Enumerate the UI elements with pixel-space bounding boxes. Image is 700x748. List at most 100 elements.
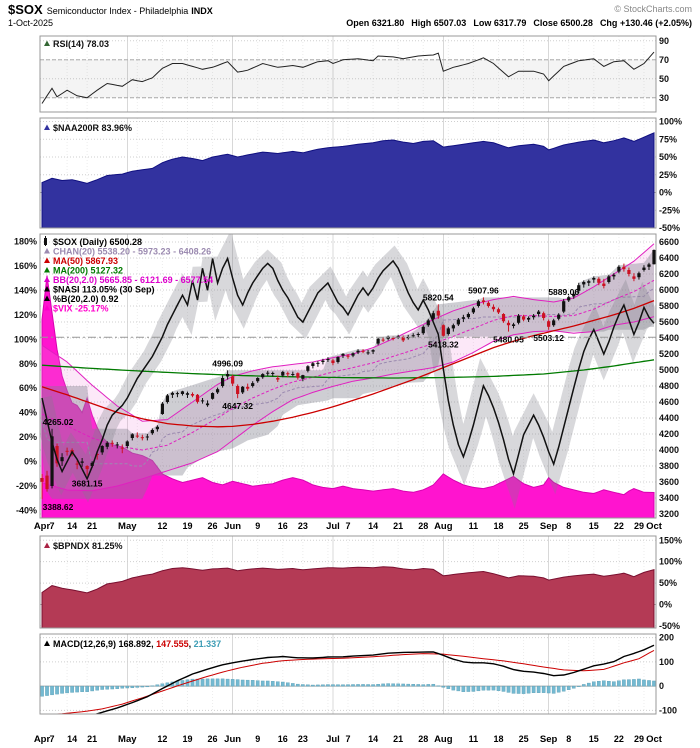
price-ytick: 6000	[659, 285, 679, 295]
price-ytick: 3400	[659, 493, 679, 503]
macd-legend: MACD(12,26,9) 168.892, 147.555, 21.337	[44, 639, 221, 649]
x-tick-label: 22	[614, 521, 624, 531]
macd-ytick: 100	[659, 657, 674, 667]
x-tick-label: 7	[50, 734, 55, 744]
rsi-border	[39, 35, 657, 113]
bpndx-ytick: 50%	[659, 578, 677, 588]
price-ytick: 5400	[659, 333, 679, 343]
price-left-ytick: 120%	[14, 310, 37, 320]
price-left-ytick: 180%	[14, 236, 37, 246]
x-tick-label: 15	[589, 521, 599, 531]
x-tick-label: Jul	[326, 521, 340, 532]
x-tick-label: Jul	[326, 734, 340, 745]
rsi-ytick: 90	[659, 36, 669, 46]
x-tick-label: Apr	[34, 521, 51, 532]
ma200-line	[41, 359, 655, 379]
index-name: Semiconductor Index - Philadelphia	[46, 6, 189, 16]
quote-value-high: 6507.03	[431, 18, 467, 28]
legend-text: BB(20,2.0) 5665.85 - 6121.69 - 6577.54	[53, 275, 213, 285]
x-tick-label: 21	[393, 734, 403, 744]
legend-text: MA(50) 5867.93	[53, 256, 118, 266]
price-ytick: 6400	[659, 253, 679, 263]
x-tick-label: 25	[519, 734, 529, 744]
naa200r-panel	[41, 132, 655, 228]
svg-text:MACD(12,26,9) 168.892, 147.555: MACD(12,26,9) 168.892, 147.555, 21.337	[53, 639, 221, 649]
legend-text: $VIX -25.17%	[53, 304, 109, 314]
pivot-labels: 4265.02 3388.62 3681.15 4996.09 4647.32 5820.…	[43, 285, 580, 512]
naa200r-ytick: -25%	[659, 205, 680, 215]
macd-line	[95, 644, 655, 714]
x-tick-label: 23	[298, 734, 308, 744]
x-tick-label: 7	[345, 521, 350, 531]
x-tick-label: 12	[157, 734, 167, 744]
x-tick-label: Jun	[224, 734, 241, 745]
quote-label-open: Open	[346, 18, 370, 28]
quote-label-chg: Chg	[599, 18, 618, 28]
x-tick-label: 28	[418, 734, 428, 744]
vix-area	[41, 275, 655, 518]
rsi-ytick: 70	[659, 55, 669, 65]
macd-panel	[40, 644, 656, 714]
exchange: INDX	[191, 6, 213, 16]
x-tick-label: Oct	[646, 521, 663, 532]
nasi-line	[41, 256, 655, 481]
symbol: $SOX	[8, 2, 43, 17]
x-tick-label: Aug	[434, 734, 453, 745]
chart-date: 1-Oct-2025	[8, 18, 54, 28]
x-tick-label: 19	[182, 521, 192, 531]
pivot-label: 4265.02	[43, 417, 74, 427]
price-ytick: 3800	[659, 461, 679, 471]
price-ytick: 4400	[659, 413, 679, 423]
x-tick-label: 25	[519, 521, 529, 531]
x-tick-label: 21	[87, 734, 97, 744]
price-ytick: 5600	[659, 317, 679, 327]
legend-text: %B(20,2.0) 0.92	[53, 294, 119, 304]
price-left-ytick: 140%	[14, 285, 37, 295]
macd-grid: 200 100 0 -100	[40, 633, 677, 715]
legend-text: MA(200) 5127.32	[53, 266, 123, 276]
naa200r-ytick: 75%	[659, 134, 677, 144]
bpndx-legend: $BPNDX 81.25%	[44, 541, 123, 551]
legend-text: CHAN(20) 5538.20 - 5973.23 - 6408.26	[53, 247, 211, 257]
x-tick-label: Sep	[540, 521, 558, 532]
x-tick-label: 14	[67, 734, 77, 744]
naa200r-ytick: -50%	[659, 223, 680, 233]
price-ytick: 4600	[659, 397, 679, 407]
price-panel	[40, 234, 656, 518]
price-left-ytick: 20%	[19, 432, 37, 442]
x-tick-label: 12	[157, 521, 167, 531]
bpndx-ytick: 150%	[659, 535, 682, 545]
bpndx-ytick: 100%	[659, 557, 682, 567]
price-ytick: 5800	[659, 301, 679, 311]
x-axis-labels: Apr 7 14 21 May 12 19 26 Jun 9 16 23 Jul 7 14 21 28 Aug 11…	[34, 521, 663, 532]
x-tick-label: Aug	[434, 521, 453, 532]
price-left-ytick: 80%	[19, 359, 37, 369]
x-tick-label: 16	[278, 734, 288, 744]
naa200r-legend: $NAA200R 83.96%	[44, 123, 132, 133]
rsi-legend: RSI(14) 78.03	[44, 39, 109, 49]
price-left-ytick: 160%	[14, 261, 37, 271]
price-ytick: 3200	[659, 509, 679, 519]
x-tick-label: 29	[634, 521, 644, 531]
x-tick-label: 14	[368, 521, 378, 531]
pivot-label: 5889.06	[548, 287, 579, 297]
macd-border	[39, 633, 657, 715]
bpndx-panel	[41, 566, 655, 628]
naa200r-ytick: 25%	[659, 170, 677, 180]
channel-mid	[41, 287, 655, 467]
x-tick-label: Apr	[34, 734, 51, 745]
x-tick-label: 22	[614, 734, 624, 744]
channel-fill	[42, 249, 654, 499]
rsi-panel	[40, 51, 656, 104]
bpndx-border	[39, 535, 657, 629]
price-candles	[40, 249, 656, 499]
legend-text: $SOX (Daily) 6500.28	[53, 237, 142, 247]
x-tick-label: 9	[255, 521, 260, 531]
bpndx-ytick: -50%	[659, 621, 680, 631]
x-tick-label: 11	[469, 521, 479, 531]
quote-value-close: 6500.28	[557, 18, 593, 28]
rsi-ytick: 50	[659, 74, 669, 84]
x-tick-label: 7	[50, 521, 55, 531]
x-tick-label: 26	[208, 521, 218, 531]
